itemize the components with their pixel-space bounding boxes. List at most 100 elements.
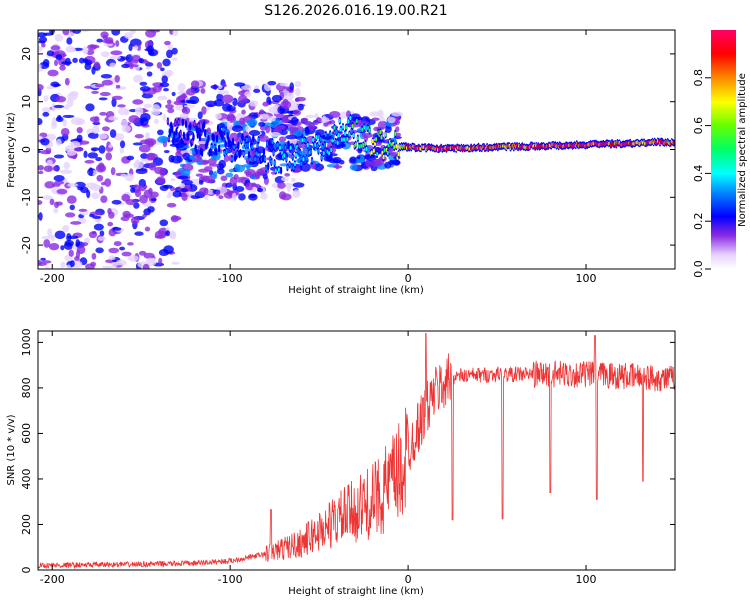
ridge-core: [284, 145, 287, 150]
ridge-core: [223, 150, 226, 156]
spectrogram-blob: [145, 66, 151, 70]
spectrogram-blob: [134, 133, 144, 139]
ridge-core: [210, 144, 213, 150]
spectrogram-blob: [90, 184, 102, 191]
spectrogram-blob: [73, 147, 84, 152]
spectrogram-blob: [105, 152, 112, 161]
spectrogram-blob: [108, 144, 113, 148]
spectrogram-blob: [231, 125, 243, 133]
spectrogram-blob: [91, 90, 99, 94]
spectrogram-blob: [144, 226, 151, 232]
ridge-core: [336, 140, 339, 146]
ridge-core: [266, 141, 269, 146]
spectrogram-blob: [297, 103, 304, 111]
spectrogram-blob: [300, 117, 309, 122]
spectrogram-blob: [139, 85, 151, 92]
spectrogram-blob: [128, 115, 140, 124]
ridge-core: [328, 150, 331, 156]
ridge-core: [375, 136, 378, 142]
spectrogram-blob: [146, 45, 154, 53]
spectrogram-blob: [214, 113, 222, 120]
ridge-core: [192, 134, 195, 140]
ridge-core: [332, 133, 335, 139]
ridge-core: [285, 156, 288, 162]
ridge-core: [363, 125, 366, 130]
colorbar-gradient: [711, 30, 736, 269]
ridge-core: [338, 118, 341, 123]
spectrogram-blob: [294, 81, 302, 88]
spectrogram-blob: [210, 154, 217, 160]
spectrogram-blob: [238, 193, 246, 201]
spectrogram-blob: [111, 95, 123, 100]
spectrogram-blob: [42, 195, 53, 200]
ridge-core: [237, 143, 240, 148]
spectrogram-blob: [160, 67, 165, 72]
spectrogram-blob: [40, 257, 46, 261]
spectrogram-blob: [281, 118, 289, 124]
ridge-core: [372, 148, 375, 153]
spectrogram-blob: [130, 216, 140, 225]
spectrogram-blob: [290, 116, 299, 126]
spectrogram-blob: [103, 43, 114, 47]
spectrogram-blob: [190, 80, 200, 89]
y-tick-label: 20: [20, 47, 33, 61]
spectrogram-blob: [280, 100, 292, 109]
ridge-core: [324, 132, 327, 137]
spectrogram-blob: [56, 188, 68, 195]
spectrogram-blob: [161, 75, 168, 84]
spectrogram-blob: [167, 44, 174, 50]
spectrogram-blob: [349, 156, 357, 164]
ridge-core: [315, 135, 318, 140]
ridge-core: [340, 137, 343, 142]
spectrogram-blob: [38, 260, 43, 266]
ridge-core: [356, 136, 359, 141]
ridge-core: [374, 141, 377, 147]
spectrogram-blob: [70, 117, 83, 126]
spectrogram-blob: [156, 176, 166, 184]
spectrogram-blob: [223, 154, 230, 163]
spectrogram-blob: [51, 102, 56, 112]
spectrogram-blob: [252, 186, 257, 193]
ridge-core: [169, 130, 172, 135]
ridge-core: [287, 142, 290, 147]
spectrogram-blob: [249, 100, 259, 107]
spectrogram-blob: [132, 99, 144, 105]
spectrogram-blob: [379, 116, 385, 122]
y-tick-label: 800: [20, 377, 33, 398]
spectrogram-blob: [94, 116, 100, 124]
x-tick-label: 100: [576, 573, 597, 586]
ridge-core: [216, 136, 219, 141]
spectrogram-blob: [82, 46, 89, 55]
spectrogram-blob: [237, 176, 247, 181]
spectrogram-blob: [124, 109, 129, 116]
ridge-core: [271, 139, 274, 145]
spectrogram-blob: [109, 55, 122, 60]
ridge-core: [362, 143, 365, 148]
spectrogram-blob: [165, 104, 174, 109]
spectrogram-blob: [268, 116, 276, 122]
spectrogram-blob: [82, 242, 89, 247]
ridge-core: [351, 123, 354, 129]
spectrogram-blob: [110, 50, 123, 56]
spectrogram-blob: [127, 242, 134, 246]
spectrogram-blob: [63, 241, 74, 250]
spectrogram-blob: [69, 47, 76, 53]
spectrogram-blob: [180, 113, 189, 120]
spectrogram-blob: [394, 119, 401, 126]
ridge-core: [217, 125, 220, 131]
spectrogram-blob: [201, 106, 207, 115]
spectrogram-blob: [66, 37, 73, 45]
spectrogram-blob: [120, 173, 127, 178]
ridge-core: [365, 146, 368, 152]
ridge-core: [355, 118, 358, 124]
spectrogram-blob: [159, 185, 169, 191]
ridge-core: [394, 131, 397, 136]
ridge-core: [194, 145, 197, 151]
spectrogram-blob: [395, 126, 400, 132]
spectrogram-blob: [165, 230, 171, 237]
spectrogram-blob: [92, 125, 100, 134]
ridge-core: [295, 152, 298, 158]
spectrogram-blob: [304, 126, 310, 136]
spectrogram-blob: [139, 81, 148, 86]
ridge-core: [181, 120, 184, 125]
